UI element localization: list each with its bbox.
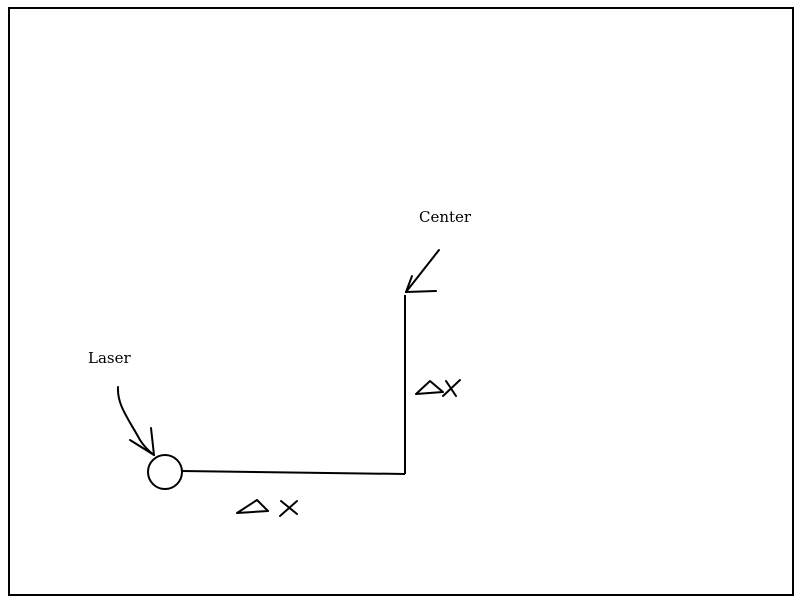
laser-circle: [147, 454, 183, 490]
center-arrow-icon: [405, 249, 440, 293]
horizontal-delta-line: [181, 470, 406, 475]
vertical-delta-x-icon: [415, 379, 461, 397]
horizontal-delta-x-icon: [236, 499, 298, 517]
center-label: Center: [419, 208, 472, 226]
laser-arrow-icon: [116, 386, 155, 456]
diagram-frame: [8, 7, 794, 596]
laser-label: Laser: [88, 349, 131, 367]
